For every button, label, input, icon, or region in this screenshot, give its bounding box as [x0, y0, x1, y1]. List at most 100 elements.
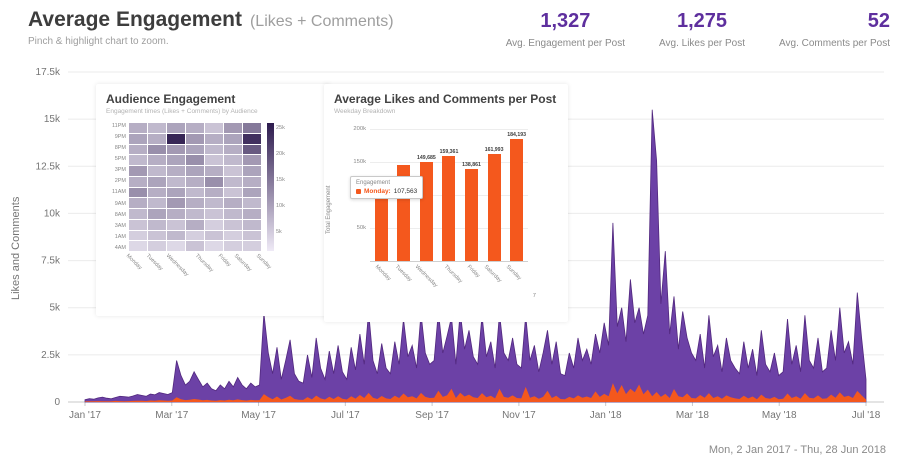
heatmap-cell[interactable]: [205, 209, 223, 219]
weekday-bar-chart[interactable]: Average Likes and Comments per Post Week…: [324, 84, 568, 322]
heatmap-cell[interactable]: [148, 166, 166, 176]
heatmap-cell[interactable]: [224, 166, 242, 176]
heatmap-cell[interactable]: [243, 176, 261, 187]
heatmap-cell[interactable]: [167, 144, 185, 155]
heatmap-cell[interactable]: [167, 219, 185, 230]
heatmap-cell[interactable]: [205, 241, 223, 251]
bar[interactable]: [510, 139, 524, 261]
heatmap-cell[interactable]: [167, 166, 185, 176]
heatmap-cell[interactable]: [186, 123, 204, 133]
heatmap-cell[interactable]: [205, 155, 223, 165]
bar[interactable]: [465, 169, 479, 261]
heatmap-cell[interactable]: [167, 176, 185, 187]
bar-column-friday[interactable]: 138,861: [462, 129, 482, 261]
heatmap-cell[interactable]: [167, 230, 185, 241]
heatmap-cell[interactable]: [129, 144, 147, 155]
heatmap-cell[interactable]: [243, 155, 261, 165]
heatmap-cell[interactable]: [205, 166, 223, 176]
heatmap-cell[interactable]: [129, 155, 147, 165]
bar[interactable]: [442, 155, 456, 261]
heatmap-cell[interactable]: [186, 230, 204, 241]
heatmap-cell[interactable]: [129, 187, 147, 198]
heatmap-cell[interactable]: [167, 133, 185, 144]
heatmap-cell[interactable]: [224, 123, 242, 133]
heatmap-cell[interactable]: [243, 133, 261, 144]
heatmap-cell[interactable]: [224, 144, 242, 155]
heatmap-cell[interactable]: [129, 176, 147, 187]
heatmap-cell[interactable]: [186, 144, 204, 155]
heatmap-cell[interactable]: [129, 209, 147, 219]
heatmap-cell[interactable]: [205, 187, 223, 198]
heatmap-cell[interactable]: [243, 198, 261, 208]
heatmap-cell[interactable]: [129, 219, 147, 230]
heatmap-cell[interactable]: [205, 230, 223, 241]
heatmap-cell[interactable]: [243, 144, 261, 155]
heatmap-cell[interactable]: [224, 187, 242, 198]
heatmap-cell[interactable]: [186, 155, 204, 165]
bar-column-wednesday[interactable]: 149,685: [416, 129, 436, 261]
heatmap-cell[interactable]: [224, 209, 242, 219]
heatmap-cell[interactable]: [205, 176, 223, 187]
heatmap-cell[interactable]: [148, 198, 166, 208]
area-series-comments[interactable]: [85, 383, 866, 402]
heatmap-cell[interactable]: [186, 133, 204, 144]
audience-engagement-heatmap[interactable]: Audience Engagement Engagement times (Li…: [96, 84, 330, 316]
heatmap-cell[interactable]: [224, 133, 242, 144]
heatmap-cell[interactable]: [243, 230, 261, 241]
heatmap-cell[interactable]: [129, 166, 147, 176]
heatmap-grid[interactable]: [129, 123, 261, 251]
heatmap-cell[interactable]: [148, 176, 166, 187]
bar[interactable]: [487, 154, 501, 261]
bar-column-monday[interactable]: [371, 129, 391, 261]
heatmap-cell[interactable]: [205, 133, 223, 144]
heatmap-cell[interactable]: [224, 198, 242, 208]
heatmap-cell[interactable]: [148, 155, 166, 165]
heatmap-cell[interactable]: [186, 241, 204, 251]
heatmap-cell[interactable]: [148, 209, 166, 219]
heatmap-cell[interactable]: [148, 230, 166, 241]
heatmap-cell[interactable]: [129, 230, 147, 241]
heatmap-cell[interactable]: [129, 198, 147, 208]
heatmap-cell[interactable]: [205, 198, 223, 208]
heatmap-cell[interactable]: [148, 144, 166, 155]
area-series-likes-comments[interactable]: [84, 109, 867, 403]
heatmap-cell[interactable]: [186, 187, 204, 198]
heatmap-cell[interactable]: [186, 166, 204, 176]
heatmap-cell[interactable]: [243, 166, 261, 176]
heatmap-cell[interactable]: [243, 209, 261, 219]
heatmap-cell[interactable]: [167, 198, 185, 208]
bar-column-thursday[interactable]: 159,361: [439, 129, 459, 261]
bar[interactable]: [419, 162, 433, 261]
heatmap-cell[interactable]: [205, 144, 223, 155]
heatmap-cell[interactable]: [186, 176, 204, 187]
heatmap-cell[interactable]: [243, 187, 261, 198]
heatmap-cell[interactable]: [186, 209, 204, 219]
heatmap-cell[interactable]: [224, 230, 242, 241]
heatmap-cell[interactable]: [224, 241, 242, 251]
heatmap-cell[interactable]: [148, 123, 166, 133]
bar[interactable]: [374, 190, 388, 261]
bar-column-sunday[interactable]: 184,193: [507, 129, 527, 261]
heatmap-cell[interactable]: [205, 219, 223, 230]
heatmap-cell[interactable]: [224, 219, 242, 230]
heatmap-cell[interactable]: [186, 219, 204, 230]
heatmap-cell[interactable]: [148, 187, 166, 198]
heatmap-cell[interactable]: [148, 133, 166, 144]
heatmap-cell[interactable]: [205, 123, 223, 133]
heatmap-cell[interactable]: [167, 123, 185, 133]
heatmap-cell[interactable]: [167, 187, 185, 198]
bar-column-saturday[interactable]: 161,993: [484, 129, 504, 261]
heatmap-cell[interactable]: [167, 209, 185, 219]
heatmap-cell[interactable]: [167, 155, 185, 165]
heatmap-cell[interactable]: [224, 155, 242, 165]
heatmap-cell[interactable]: [167, 241, 185, 251]
heatmap-cell[interactable]: [129, 241, 147, 251]
heatmap-cell[interactable]: [224, 176, 242, 187]
heatmap-cell[interactable]: [129, 133, 147, 144]
heatmap-cell[interactable]: [148, 219, 166, 230]
heatmap-cell[interactable]: [129, 123, 147, 133]
heatmap-cell[interactable]: [186, 198, 204, 208]
heatmap-cell[interactable]: [243, 123, 261, 133]
heatmap-cell[interactable]: [243, 219, 261, 230]
heatmap-cell[interactable]: [243, 241, 261, 251]
